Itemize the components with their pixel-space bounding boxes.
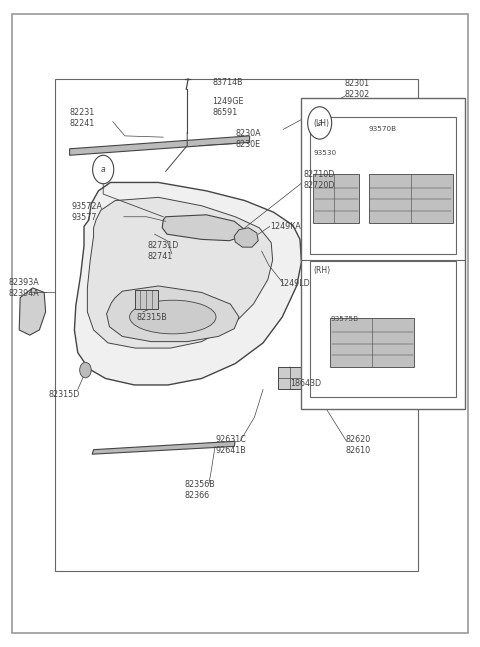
- Text: 93572A
93577: 93572A 93577: [71, 202, 102, 223]
- Text: 93575B: 93575B: [330, 316, 359, 322]
- Bar: [310, 261, 456, 397]
- Text: (RH): (RH): [313, 266, 331, 275]
- Bar: [135, 290, 158, 309]
- Circle shape: [93, 155, 114, 184]
- Text: 82315D: 82315D: [49, 390, 80, 399]
- Circle shape: [80, 362, 91, 378]
- Polygon shape: [234, 228, 258, 247]
- Polygon shape: [162, 215, 245, 241]
- Text: 82731D
82741: 82731D 82741: [148, 241, 179, 261]
- Polygon shape: [92, 441, 235, 454]
- Text: a: a: [317, 118, 322, 127]
- Polygon shape: [70, 136, 250, 155]
- Bar: [330, 318, 414, 367]
- Text: 82393A
82394A: 82393A 82394A: [9, 278, 39, 298]
- Text: 82315B: 82315B: [137, 313, 168, 322]
- Text: 82231
82241: 82231 82241: [70, 107, 95, 128]
- Polygon shape: [19, 288, 46, 335]
- Text: 1249KA: 1249KA: [270, 222, 300, 231]
- Text: a: a: [101, 165, 106, 174]
- Bar: [301, 98, 465, 409]
- Bar: [310, 117, 456, 254]
- Bar: [369, 174, 453, 223]
- Text: 8230A
8230E: 8230A 8230E: [235, 129, 261, 149]
- Bar: [55, 79, 418, 571]
- Text: 82356B
82366: 82356B 82366: [185, 480, 216, 501]
- Ellipse shape: [130, 300, 216, 334]
- Text: 1249GE
86591: 1249GE 86591: [212, 96, 244, 117]
- Text: 83714B: 83714B: [212, 78, 243, 87]
- Text: 18643D: 18643D: [290, 378, 322, 388]
- Polygon shape: [74, 182, 301, 385]
- Text: 93570B: 93570B: [369, 126, 397, 132]
- Polygon shape: [87, 197, 273, 348]
- Bar: [278, 367, 301, 389]
- Text: 82710D
82720D: 82710D 82720D: [303, 170, 335, 190]
- Text: 82620
82610: 82620 82610: [346, 435, 371, 455]
- Text: 92631C
92641B: 92631C 92641B: [215, 435, 246, 455]
- Text: 93530: 93530: [313, 149, 336, 155]
- Text: 1249LD: 1249LD: [279, 279, 310, 288]
- Circle shape: [308, 107, 332, 139]
- Text: (LH): (LH): [313, 118, 329, 127]
- Text: 82301
82302: 82301 82302: [345, 79, 370, 100]
- Polygon shape: [107, 286, 239, 342]
- Bar: [313, 174, 359, 223]
